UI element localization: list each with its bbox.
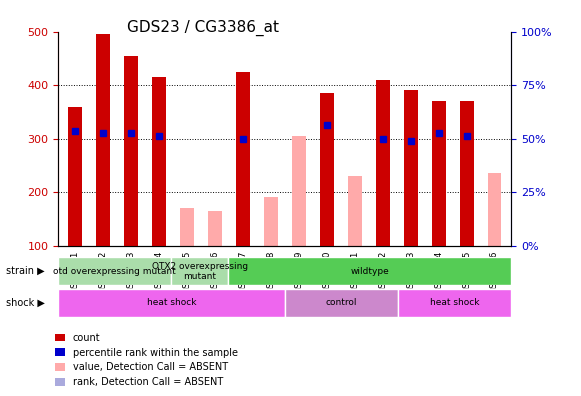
Text: heat shock: heat shock [146, 299, 196, 307]
Text: strain ▶: strain ▶ [6, 266, 44, 276]
Bar [292, 136, 306, 246]
Text: OTX2 overexpressing
mutant: OTX2 overexpressing mutant [152, 262, 248, 281]
FancyBboxPatch shape [398, 289, 511, 317]
Bar [404, 90, 418, 246]
Bar [96, 34, 110, 246]
Bar [236, 72, 250, 246]
Bar [432, 101, 446, 246]
Text: shock ▶: shock ▶ [6, 298, 45, 308]
Bar [347, 176, 361, 246]
Text: wildtype: wildtype [350, 267, 389, 276]
Bar [264, 197, 278, 246]
FancyBboxPatch shape [58, 257, 171, 285]
FancyBboxPatch shape [228, 257, 511, 285]
Text: GDS23 / CG3386_at: GDS23 / CG3386_at [127, 20, 279, 36]
Text: heat shock: heat shock [430, 299, 479, 307]
Bar [320, 93, 333, 246]
Bar [152, 77, 166, 246]
FancyBboxPatch shape [58, 289, 285, 317]
FancyBboxPatch shape [171, 257, 228, 285]
Bar [68, 107, 82, 246]
Bar [375, 80, 390, 246]
Text: control: control [325, 299, 357, 307]
Bar [487, 173, 501, 246]
Text: otd overexpressing mutant: otd overexpressing mutant [53, 267, 176, 276]
Bar [124, 56, 138, 246]
Bar [208, 211, 222, 246]
Legend: count, percentile rank within the sample, value, Detection Call = ABSENT, rank, : count, percentile rank within the sample… [51, 329, 242, 391]
Bar [180, 208, 194, 246]
Bar [460, 101, 474, 246]
FancyBboxPatch shape [285, 289, 398, 317]
